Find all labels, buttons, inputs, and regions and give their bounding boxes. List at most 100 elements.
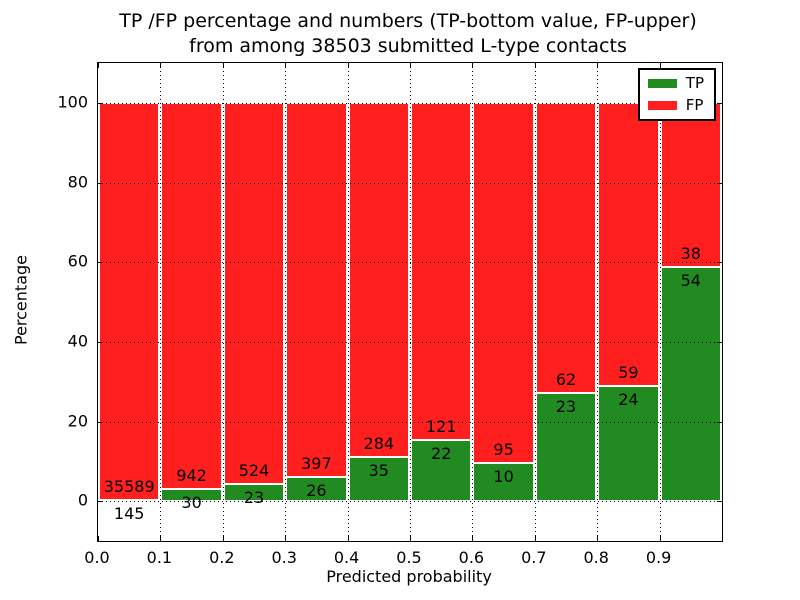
- x-tick-mark: [160, 536, 161, 541]
- x-tick-label: 0.5: [396, 548, 422, 567]
- bar-segment-fp: [660, 102, 721, 268]
- bar-segment-fp: [99, 102, 160, 500]
- x-axis-label: Predicted probability: [326, 567, 492, 586]
- x-tick-label: 0.3: [271, 548, 297, 567]
- legend-item-fp: FP: [647, 96, 704, 114]
- fp-count-label: 121: [425, 416, 457, 436]
- gridline-vertical: [410, 63, 411, 541]
- axis-ticks-layer: [98, 63, 722, 541]
- tp-count-label: 54: [680, 271, 701, 291]
- bar-segment-fp: [411, 102, 472, 440]
- y-tick-label: 40: [67, 331, 88, 351]
- x-tick-mark-top: [535, 63, 536, 68]
- x-tick-label: 0.1: [146, 548, 173, 567]
- bar-segment-fp: [348, 102, 409, 458]
- tp-count-label: 23: [555, 397, 577, 417]
- y-tick-label: 60: [67, 251, 88, 271]
- y-tick-label: 0: [77, 490, 88, 510]
- bar-segment-tp: [535, 393, 597, 502]
- gridline-vertical: [535, 63, 536, 541]
- bar-segment-fp: [223, 102, 285, 485]
- legend-swatch-tp: [647, 79, 677, 88]
- x-tick-mark: [98, 536, 99, 541]
- bars-layer: [98, 63, 722, 541]
- x-tick-label: 0.4: [333, 548, 360, 567]
- bar-segment-tp: [411, 439, 472, 502]
- bar-segment-tp: [286, 476, 347, 502]
- x-tick-mark-top: [597, 63, 598, 68]
- tp-count-label: 26: [306, 480, 327, 500]
- y-tick-mark: [98, 103, 103, 104]
- fp-count-label: 59: [618, 362, 639, 382]
- x-tick-mark-top: [160, 63, 161, 68]
- y-tick-mark-right: [717, 422, 722, 423]
- gridline-vertical: [223, 63, 224, 541]
- x-tick-mark-top: [660, 63, 661, 68]
- x-tick-mark: [472, 536, 473, 541]
- bar-segment-fp: [473, 102, 534, 464]
- bar-segment-fp: [535, 102, 597, 394]
- legend-item-tp: TP: [647, 76, 704, 91]
- x-tick-mark-top: [472, 63, 473, 68]
- x-tick-label: 0.2: [209, 548, 235, 567]
- y-tick-mark: [98, 422, 103, 423]
- gridline-vertical: [597, 63, 598, 541]
- tp-count-label: 23: [243, 488, 265, 508]
- tp-count-label: 10: [493, 467, 514, 487]
- x-tick-mark-top: [98, 63, 99, 68]
- legend-swatch-fp: [647, 101, 677, 110]
- bar-segment-tp: [598, 385, 659, 502]
- bar-segment-fp: [286, 102, 347, 477]
- y-tick-label: 80: [67, 172, 88, 191]
- y-tick-mark-right: [717, 501, 722, 502]
- tp-count-label: 145: [113, 503, 145, 523]
- fp-count-label: 35589: [103, 476, 155, 496]
- plot-area: 35589 145 942 30 524 23 397 26 284 35 121 22 95 10 62 2…: [97, 62, 723, 542]
- x-tick-label: 0.6: [458, 548, 485, 567]
- bar-segment-tp: [660, 267, 721, 502]
- fp-count-label: 942: [176, 465, 207, 485]
- gridline-vertical: [285, 63, 286, 541]
- gridline-vertical: [348, 63, 349, 541]
- x-tick-label: 0.9: [645, 548, 672, 567]
- chart-title-line1: TP /FP percentage and numbers (TP-bottom…: [119, 10, 697, 32]
- gridline-vertical: [660, 63, 661, 541]
- tp-count-label: 35: [368, 461, 389, 481]
- gridline-vertical: [160, 63, 161, 541]
- tp-count-label: 30: [181, 492, 202, 512]
- gridline-vertical: [472, 63, 473, 541]
- fp-count-label: 397: [301, 453, 332, 473]
- fp-count-label: 62: [555, 370, 577, 390]
- bar-segment-tp: [161, 488, 222, 502]
- bar-segment-tp: [223, 484, 285, 502]
- bar-segment-fp: [161, 102, 222, 489]
- fp-count-label: 524: [238, 461, 270, 481]
- x-tick-label: 0.8: [583, 548, 609, 567]
- y-tick-mark: [98, 342, 103, 343]
- grid-layer: [98, 63, 722, 541]
- y-tick-mark: [98, 262, 103, 263]
- legend: TP FP: [637, 68, 716, 121]
- x-tick-mark: [223, 536, 224, 541]
- x-tick-mark: [660, 536, 661, 541]
- x-tick-mark: [597, 536, 598, 541]
- x-tick-mark: [410, 536, 411, 541]
- x-tick-mark-top: [410, 63, 411, 68]
- y-tick-mark-right: [717, 183, 722, 184]
- y-tick-mark-right: [717, 262, 722, 263]
- chart-title: TP /FP percentage and numbers (TP-bottom…: [88, 9, 728, 59]
- y-tick-mark-right: [717, 103, 722, 104]
- bar-segment-tp: [348, 457, 409, 502]
- legend-label-fp: FP: [685, 96, 704, 114]
- x-tick-label: 0.0: [84, 548, 110, 567]
- x-tick-mark: [348, 536, 349, 541]
- x-tick-mark-top: [285, 63, 286, 68]
- fp-count-label: 95: [493, 440, 514, 460]
- x-tick-label: 0.7: [521, 548, 547, 567]
- y-axis-label: Percentage: [11, 254, 31, 346]
- bar-count-labels-layer: 35589 145 942 30 524 23 397 26 284 35 121 22 95 10 62 2…: [98, 63, 722, 541]
- fp-count-label: 284: [363, 434, 395, 454]
- tp-count-label: 22: [431, 443, 452, 463]
- bar-segment-fp: [598, 102, 659, 386]
